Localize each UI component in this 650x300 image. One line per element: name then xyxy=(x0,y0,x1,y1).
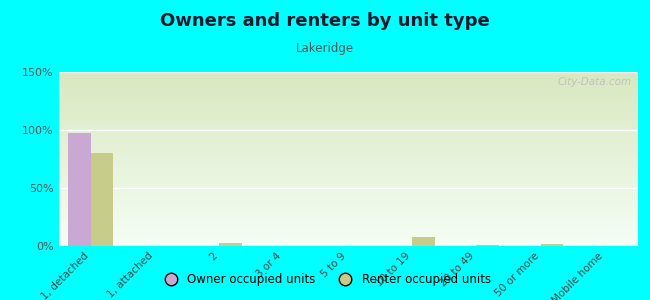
Bar xyxy=(90,153,113,246)
Bar xyxy=(412,237,434,246)
Text: City-Data.com: City-Data.com xyxy=(557,77,631,87)
Bar xyxy=(476,245,499,246)
Text: Lakeridge: Lakeridge xyxy=(296,42,354,55)
Bar xyxy=(219,242,242,246)
Text: Owners and renters by unit type: Owners and renters by unit type xyxy=(160,12,490,30)
Bar xyxy=(68,134,90,246)
Bar xyxy=(541,244,563,246)
Legend: Owner occupied units, Renter occupied units: Owner occupied units, Renter occupied un… xyxy=(154,269,496,291)
